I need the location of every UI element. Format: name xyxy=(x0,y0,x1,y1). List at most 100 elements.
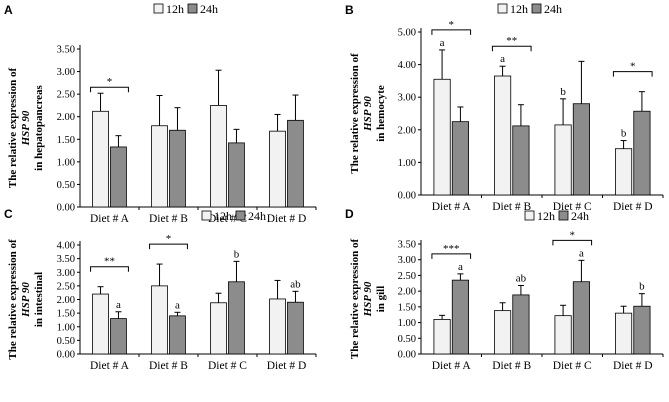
legend-label-12h: 12h xyxy=(510,2,528,16)
y-tick-label: 1.50 xyxy=(57,135,75,146)
significance-stars: * xyxy=(570,229,576,241)
bar-12h-b3 xyxy=(554,124,572,196)
legend-label-12h: 12h xyxy=(166,2,184,16)
legend-label-24h: 24h xyxy=(248,209,266,223)
y-tick-label: 3.50 xyxy=(57,45,75,56)
bar-24h-a3 xyxy=(228,142,245,208)
y-tick-label: 3.00 xyxy=(57,67,75,78)
y-tick-label: 4.00 xyxy=(398,60,416,71)
bar-24h-d4 xyxy=(633,305,651,355)
x-category-label: Diet # A xyxy=(90,213,130,225)
panel-c: C 12h 24h The relative expression of HSP 90 i… xyxy=(4,207,317,372)
bar-12h-d3 xyxy=(554,315,572,355)
bar-12h-a1 xyxy=(92,110,109,208)
legend-label-12h: 12h xyxy=(214,209,232,223)
significance-stars: * xyxy=(449,19,455,31)
x-category-label: Diet # A xyxy=(432,360,472,372)
y-tick-label: 1.00 xyxy=(398,158,416,169)
y-tick-label: 2.50 xyxy=(57,90,75,101)
y-axis-label-line: The relative expression of xyxy=(7,68,19,189)
panel-letter: A xyxy=(4,3,13,17)
significance-letter: a xyxy=(458,261,463,273)
bar-24h-b4 xyxy=(633,110,651,196)
significance-bracket xyxy=(431,253,472,259)
y-tick-label: 3.50 xyxy=(57,254,75,265)
bar-12h-d4 xyxy=(615,312,633,355)
x-category-label: Diet # D xyxy=(613,360,653,372)
y-axis-label-line: in gill xyxy=(375,286,387,313)
y-tick-label: 1.00 xyxy=(398,318,416,329)
y-tick-label: 2.50 xyxy=(398,271,416,282)
bar-12h-c3 xyxy=(210,302,227,355)
x-category-label: Diet # C xyxy=(553,360,592,372)
panel-d: D 12h 24h The relative expression of HSP 90 i… xyxy=(345,207,664,372)
significance-letter: b xyxy=(621,128,627,140)
legend-label-24h: 24h xyxy=(200,2,218,16)
significance-bracket xyxy=(491,45,532,52)
bar-12h-b1 xyxy=(433,78,451,196)
y-tick-label: 4.00 xyxy=(57,241,75,252)
y-axis-label-line: HSP 90 xyxy=(20,110,32,146)
legend-swatch-12h xyxy=(497,3,508,14)
y-tick-label: 0.00 xyxy=(398,350,416,361)
legend-swatch-24h xyxy=(531,3,542,14)
significance-stars: * xyxy=(166,233,172,245)
y-tick-label: 2.00 xyxy=(57,295,75,306)
y-axis-label-line: The relative expression of xyxy=(349,239,361,360)
significance-bracket xyxy=(90,86,129,93)
y-tick-label: 2.00 xyxy=(398,125,416,136)
bar-24h-c4 xyxy=(287,301,304,355)
bar-24h-d2 xyxy=(512,294,530,355)
bar-24h-d1 xyxy=(451,279,469,355)
legend: 12h 24h xyxy=(524,209,589,223)
bar-24h-b2 xyxy=(512,125,530,196)
y-axis-label-line: HSP 90 xyxy=(362,281,374,317)
y-axis-label: The relative expression of HSP 90 in hepat… xyxy=(7,68,45,189)
significance-bracket xyxy=(90,266,129,272)
legend: 12h 24h xyxy=(201,209,266,223)
significance-letter: a xyxy=(500,53,505,65)
legend-swatch-24h xyxy=(558,210,569,221)
significance-letter: a xyxy=(440,37,445,49)
x-category-label: Diet # B xyxy=(492,201,531,213)
bar-12h-a3 xyxy=(210,105,227,208)
bar-24h-a4 xyxy=(287,119,304,208)
legend-swatch-12h xyxy=(153,3,164,14)
y-axis-label-line: HSP 90 xyxy=(20,282,32,318)
y-tick-label: 3.50 xyxy=(398,240,416,251)
bar-24h-d3 xyxy=(572,281,590,355)
y-tick-label: 1.50 xyxy=(57,309,75,320)
panel-letter: C xyxy=(4,207,13,221)
y-tick-label: 3.00 xyxy=(57,268,75,279)
bar-12h-c4 xyxy=(269,298,286,355)
bar-12h-a4 xyxy=(269,130,286,208)
y-tick-label: 3.00 xyxy=(398,255,416,266)
y-tick-label: 0.00 xyxy=(57,203,75,214)
significance-stars: * xyxy=(107,76,113,88)
legend-label-24h: 24h xyxy=(571,209,589,223)
x-category-label: Diet # A xyxy=(432,201,472,213)
significance-bracket xyxy=(149,243,188,250)
y-tick-label: 2.00 xyxy=(57,112,75,123)
y-axis-label-line: in hepatopancreas xyxy=(33,84,45,170)
significance-bracket xyxy=(612,71,653,77)
legend-label-24h: 24h xyxy=(544,2,562,16)
y-tick-label: 3.00 xyxy=(398,93,416,104)
significance-bracket xyxy=(431,29,472,35)
y-tick-label: 0.50 xyxy=(57,180,75,191)
x-category-label: Diet # D xyxy=(267,360,307,372)
significance-stars: *** xyxy=(443,243,460,255)
bar-12h-d1 xyxy=(433,319,451,355)
bar-24h-a2 xyxy=(169,129,186,208)
bar-24h-a1 xyxy=(110,146,127,208)
significance-letter: b xyxy=(639,281,645,293)
bar-12h-a2 xyxy=(151,125,168,208)
bar-24h-c1 xyxy=(110,318,127,355)
x-category-label: Diet # C xyxy=(553,201,592,213)
x-category-label: Diet # D xyxy=(267,213,307,225)
y-tick-label: 5.00 xyxy=(398,28,416,39)
y-axis-label: The relative expression of HSP 90 in hemoc… xyxy=(349,53,387,174)
bar-12h-c2 xyxy=(151,285,168,355)
legend-swatch-12h xyxy=(201,210,212,221)
bar-24h-b1 xyxy=(451,121,469,196)
